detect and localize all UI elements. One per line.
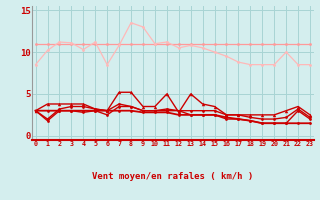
X-axis label: Vent moyen/en rafales ( km/h ): Vent moyen/en rafales ( km/h ) — [92, 172, 253, 181]
